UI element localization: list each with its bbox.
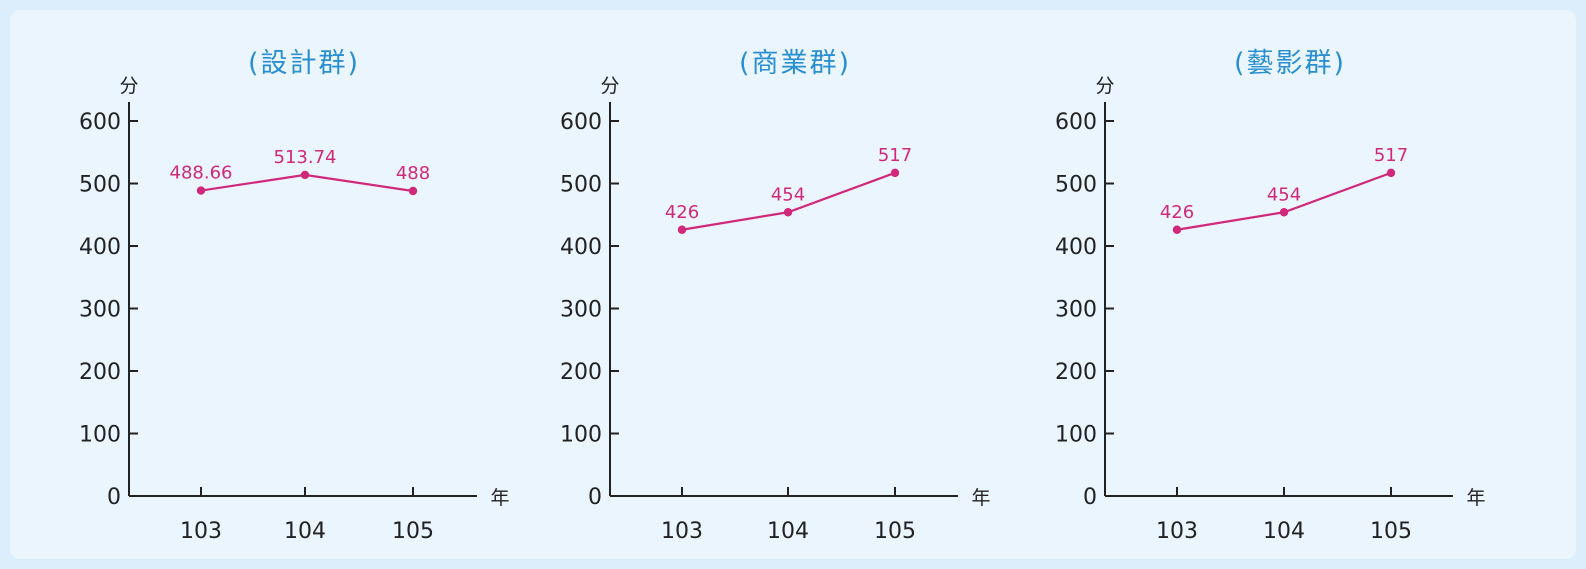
y-tick-label: 200 xyxy=(79,360,121,385)
y-tick-label: 0 xyxy=(1083,485,1097,510)
data-point xyxy=(890,168,900,178)
chart-title: (商業群) xyxy=(739,48,851,79)
y-tick-label: 0 xyxy=(588,485,602,510)
x-axis-unit: 年 xyxy=(1466,487,1485,509)
x-tick-label: 105 xyxy=(1370,519,1412,544)
data-label: 426 xyxy=(1160,202,1194,223)
y-tick-label: 300 xyxy=(79,298,121,323)
y-tick-label: 0 xyxy=(107,485,121,510)
y-tick-label: 300 xyxy=(1055,298,1097,323)
data-label: 426 xyxy=(665,202,699,223)
x-tick-label: 103 xyxy=(1156,519,1198,544)
data-label: 517 xyxy=(878,145,912,166)
y-tick-label: 300 xyxy=(560,298,602,323)
y-tick-label: 200 xyxy=(560,360,602,385)
y-tick-label: 600 xyxy=(560,110,602,135)
y-tick-label: 200 xyxy=(1055,360,1097,385)
x-tick-label: 104 xyxy=(284,519,326,544)
x-tick-label: 104 xyxy=(1263,519,1305,544)
data-point xyxy=(1279,208,1289,217)
data-label: 454 xyxy=(1267,184,1301,205)
data-label: 517 xyxy=(1374,145,1408,166)
y-axis-unit: 分 xyxy=(600,75,619,97)
charts-svg: (設計群) 分年 0 100 200 300 400 500 600 103 104 105 488.6… xyxy=(79,48,1486,544)
data-point xyxy=(677,225,687,234)
y-tick-label: 500 xyxy=(1055,173,1097,198)
x-tick-label: 105 xyxy=(392,519,434,544)
y-tick-label: 600 xyxy=(79,110,121,135)
data-label: 454 xyxy=(771,184,805,205)
x-axis-unit: 年 xyxy=(490,487,509,509)
y-tick-label: 500 xyxy=(79,173,121,198)
data-point xyxy=(300,170,310,180)
data-point xyxy=(783,208,793,217)
data-label: 488 xyxy=(396,163,430,184)
data-point xyxy=(1386,168,1396,178)
x-tick-label: 105 xyxy=(874,519,916,544)
x-tick-label: 104 xyxy=(767,519,809,544)
y-tick-label: 600 xyxy=(1055,110,1097,135)
x-axis-unit: 年 xyxy=(971,487,990,509)
figure-panel: (設計群) 分年 0 100 200 300 400 500 600 103 104 105 488.6… xyxy=(10,10,1576,559)
y-axis-unit: 分 xyxy=(1095,75,1114,97)
y-axis-unit: 分 xyxy=(119,75,138,97)
y-tick-label: 100 xyxy=(560,423,602,448)
y-tick-label: 100 xyxy=(79,423,121,448)
data-point xyxy=(408,186,418,196)
y-tick-label: 400 xyxy=(79,235,121,260)
chart-title: (藝影群) xyxy=(1234,48,1346,79)
data-label: 513.74 xyxy=(274,147,337,168)
data-label: 488.66 xyxy=(170,163,233,184)
data-point xyxy=(196,186,206,195)
y-tick-label: 500 xyxy=(560,173,602,198)
y-tick-label: 100 xyxy=(1055,423,1097,448)
x-tick-label: 103 xyxy=(661,519,703,544)
chart-title: (設計群) xyxy=(248,48,360,79)
x-tick-label: 103 xyxy=(180,519,222,544)
data-point xyxy=(1172,225,1182,234)
y-tick-label: 400 xyxy=(1055,235,1097,260)
y-tick-label: 400 xyxy=(560,235,602,260)
